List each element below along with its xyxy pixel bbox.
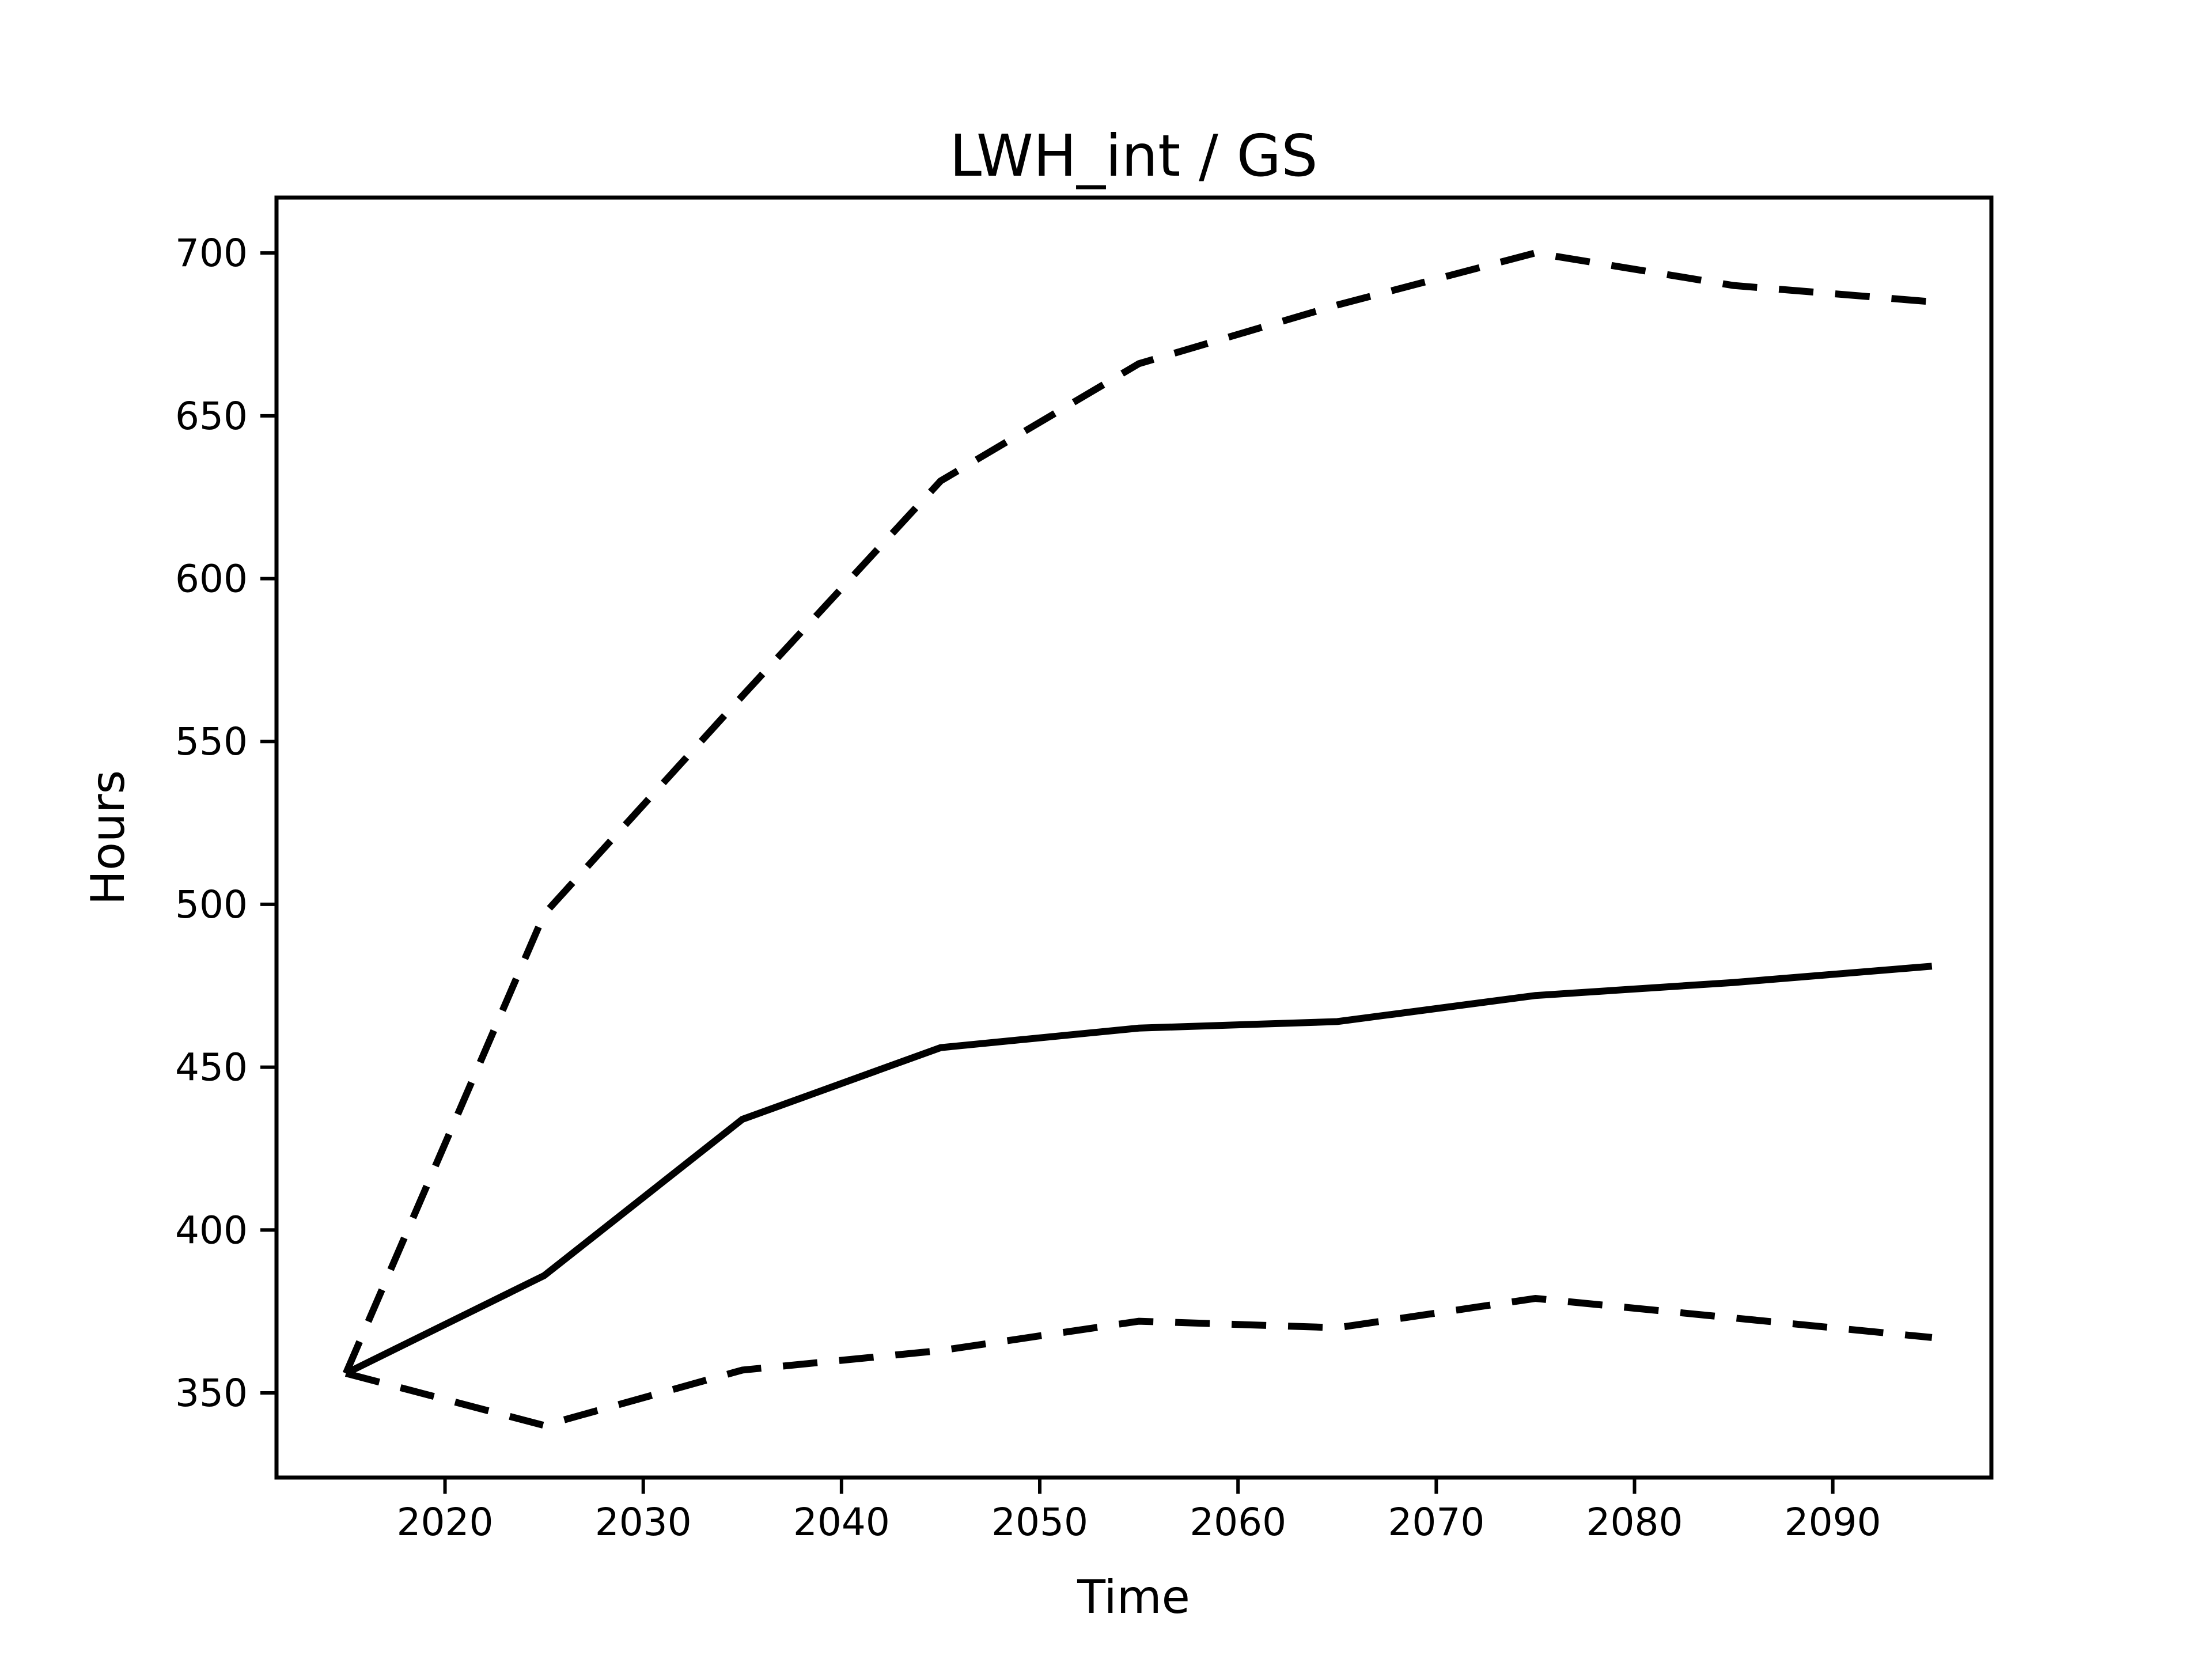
- y-tick-label: 700: [175, 231, 248, 275]
- plot-border: [274, 195, 1994, 1480]
- y-tick-label: 550: [175, 719, 248, 764]
- y-axis-label: Hours: [81, 770, 135, 905]
- y-tick-label: 450: [175, 1046, 248, 1090]
- x-tick-label: 2080: [1586, 1500, 1683, 1544]
- x-tick-label: 2060: [1190, 1500, 1286, 1544]
- x-tick-label: 2020: [397, 1500, 494, 1544]
- y-tick-label: 500: [175, 882, 248, 927]
- x-axis-label: Time: [1077, 1570, 1190, 1624]
- x-tick-label: 2090: [1785, 1500, 1881, 1544]
- x-tick-label: 2070: [1388, 1500, 1484, 1544]
- series-central-line: [344, 963, 1933, 1377]
- series-upper-bound-line: [342, 249, 1933, 1375]
- x-tick-label: 2030: [595, 1500, 692, 1544]
- chart-title: LWH_int / GS: [949, 122, 1317, 190]
- y-tick-label: 600: [175, 557, 248, 601]
- data-series: [342, 249, 1933, 1429]
- y-axis-ticks: 350 400 450 500 550 600 650 700: [175, 231, 276, 1415]
- series-lower-bound-line: [344, 1294, 1933, 1429]
- x-tick-label: 2040: [793, 1500, 890, 1544]
- x-axis-ticks: 2020 2030 2040 2050 2060 2070 2080 2090: [397, 1478, 1881, 1544]
- y-tick-label: 350: [175, 1371, 248, 1415]
- y-tick-label: 400: [175, 1208, 248, 1252]
- x-tick-label: 2050: [991, 1500, 1088, 1544]
- y-tick-label: 650: [175, 394, 248, 438]
